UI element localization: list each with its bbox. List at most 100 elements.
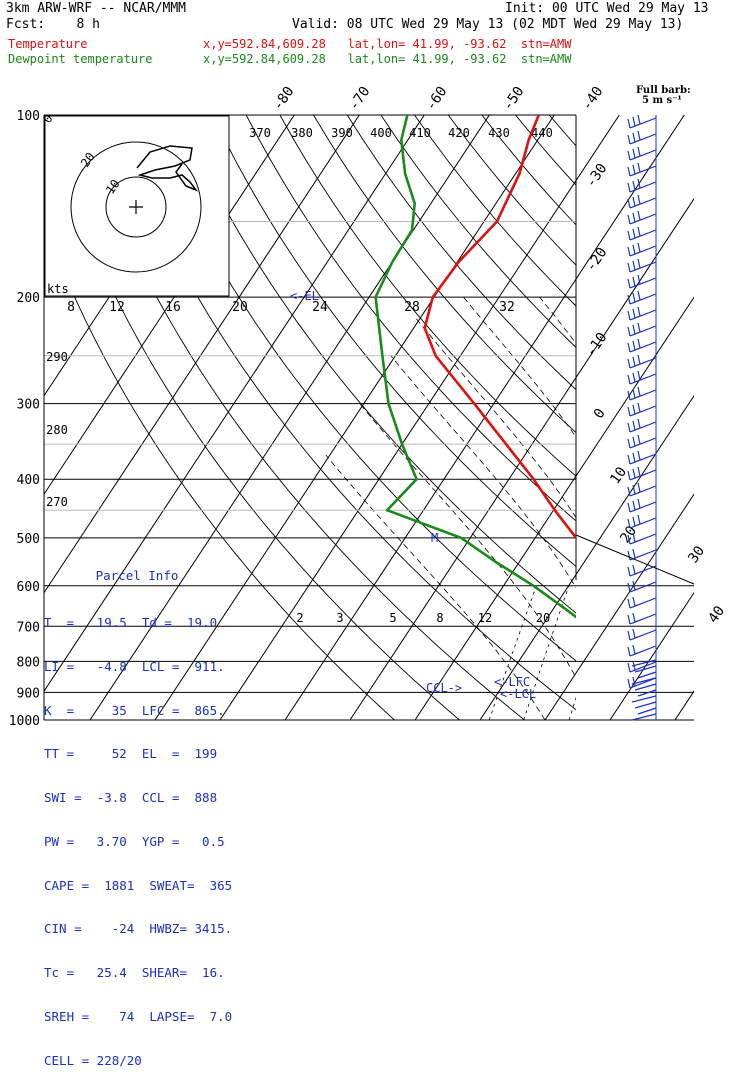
moist-adiabat [623, 297, 740, 720]
pressure-label: 300 [17, 398, 40, 413]
profiles [376, 115, 676, 720]
wind-barb-flag [638, 355, 640, 364]
pressure-label: 200 [17, 291, 40, 306]
theta-label: 390 [331, 126, 353, 140]
wind-barb-flag [633, 597, 635, 606]
wind-barb-flag [633, 453, 635, 462]
wind-barb-flag [638, 147, 640, 156]
mixing-ratio-line [706, 586, 740, 720]
hodograph-scale-label: 8 [67, 300, 75, 315]
theta-label: 280 [46, 423, 68, 437]
parcel-row: K = 35 LFC = 865. [44, 704, 230, 719]
isotherm-line [350, 115, 740, 720]
wind-barb-flag [633, 437, 635, 446]
wind-barb-flag [633, 181, 635, 190]
wind-barb [632, 714, 656, 720]
wind-barb-flag [638, 403, 640, 412]
hodograph-scale-label: 28 [404, 300, 420, 315]
wind-barb-flag [633, 389, 635, 398]
isotherm-label: -40 [579, 84, 607, 114]
wind-barb-flag [628, 439, 630, 448]
wind-barb-flag [628, 279, 630, 288]
wind-barb-flag [638, 499, 640, 508]
wind-barb-flag [633, 373, 635, 382]
hodograph-speed-unit: kts [47, 282, 69, 296]
theta-label: 380 [291, 126, 313, 140]
pressure-label: 100 [17, 109, 40, 124]
pressure-label: 600 [17, 580, 40, 595]
wind-barb-flag [638, 163, 640, 172]
wind-barb-flag [638, 307, 640, 316]
dry-adiabat [179, 115, 739, 733]
wind-barb-flag [628, 231, 630, 240]
wind-barb-flag [633, 117, 635, 126]
theta-label: 430 [488, 126, 510, 140]
parcel-row: SWI = -3.8 CCL = 888 [44, 791, 230, 806]
dry-adiabat [280, 115, 740, 733]
wind-barb-flag [638, 387, 640, 396]
mixing-ratio-label: 2 [296, 611, 303, 625]
mixing-ratio-line [569, 586, 612, 720]
wind-barb-flag [633, 261, 635, 270]
lcl-marker: <-LCL [500, 687, 536, 701]
isotherm-label: 0 [591, 406, 609, 422]
wind-barb-flag [628, 551, 630, 560]
pressure-label: 1000 [9, 714, 40, 729]
isotherm-label: -60 [423, 84, 451, 114]
wind-barb-flag [628, 375, 630, 384]
wind-barb-flag [638, 323, 640, 332]
wind-barb-flag [633, 645, 635, 654]
parcel-row: PW = 3.70 YGP = 0.5 [44, 835, 230, 850]
parcel-row: TT = 52 EL = 199 [44, 747, 230, 762]
wind-barb-flag [633, 133, 635, 142]
wind-barb-flag [633, 213, 635, 222]
dry-adiabat [347, 115, 740, 733]
wind-barb-flag [633, 629, 635, 638]
isotherm-label: -20 [583, 245, 611, 275]
wind-barb-flag [633, 229, 635, 238]
dry-adiabat [415, 115, 740, 733]
wind-barb-flag [628, 631, 630, 640]
theta-label: 410 [409, 126, 431, 140]
wind-barb-flag [638, 227, 640, 236]
dry-adiabat [718, 115, 740, 733]
wind-barb-flag [633, 549, 635, 558]
isotherm-label: -30 [583, 161, 611, 191]
wind-barb-flag [628, 407, 630, 416]
wind-barb-flag [638, 515, 640, 524]
wind-barb-flag [633, 245, 635, 254]
wind-barb [632, 696, 656, 702]
isotherm-label: 30 [685, 543, 708, 566]
wind-barb-flag [638, 467, 640, 476]
dry-adiabat [617, 115, 740, 733]
parcel-row: LI = -4.8 LCL = 911. [44, 660, 230, 675]
wind-barb-flag [638, 195, 640, 204]
isotherm-line [675, 115, 740, 720]
mixing-ratio-label: 5 [389, 611, 396, 625]
wind-barb-flag [633, 165, 635, 174]
wind-barb-flag [633, 357, 635, 366]
wind-barb [638, 708, 656, 714]
wind-barb-flag [628, 343, 630, 352]
wind-barb-flag [633, 325, 635, 334]
wind-barb-flag [628, 135, 630, 144]
theta-label: 420 [448, 126, 470, 140]
wind-barb-flag [628, 663, 630, 672]
wind-barb-flag [638, 371, 640, 380]
parcel-row: CELL = 228/20 [44, 1054, 230, 1069]
parcel-row: T = 19.5 Td = 19.0 [44, 616, 230, 631]
wind-barb-flag [628, 583, 630, 592]
wind-barb-flag [633, 613, 635, 622]
el-marker: <-EL [290, 289, 319, 303]
theta-label: 400 [370, 126, 392, 140]
wind-barb-flag [628, 247, 630, 256]
wind-barb-flag [638, 211, 640, 220]
wind-barb-flag [628, 455, 630, 464]
wind-barb-flag [628, 119, 630, 128]
mixing-marker: M [431, 531, 438, 545]
dry-adiabat [448, 115, 740, 733]
hodograph-scale-label: 12 [109, 300, 125, 315]
isotherm-line [545, 115, 740, 720]
